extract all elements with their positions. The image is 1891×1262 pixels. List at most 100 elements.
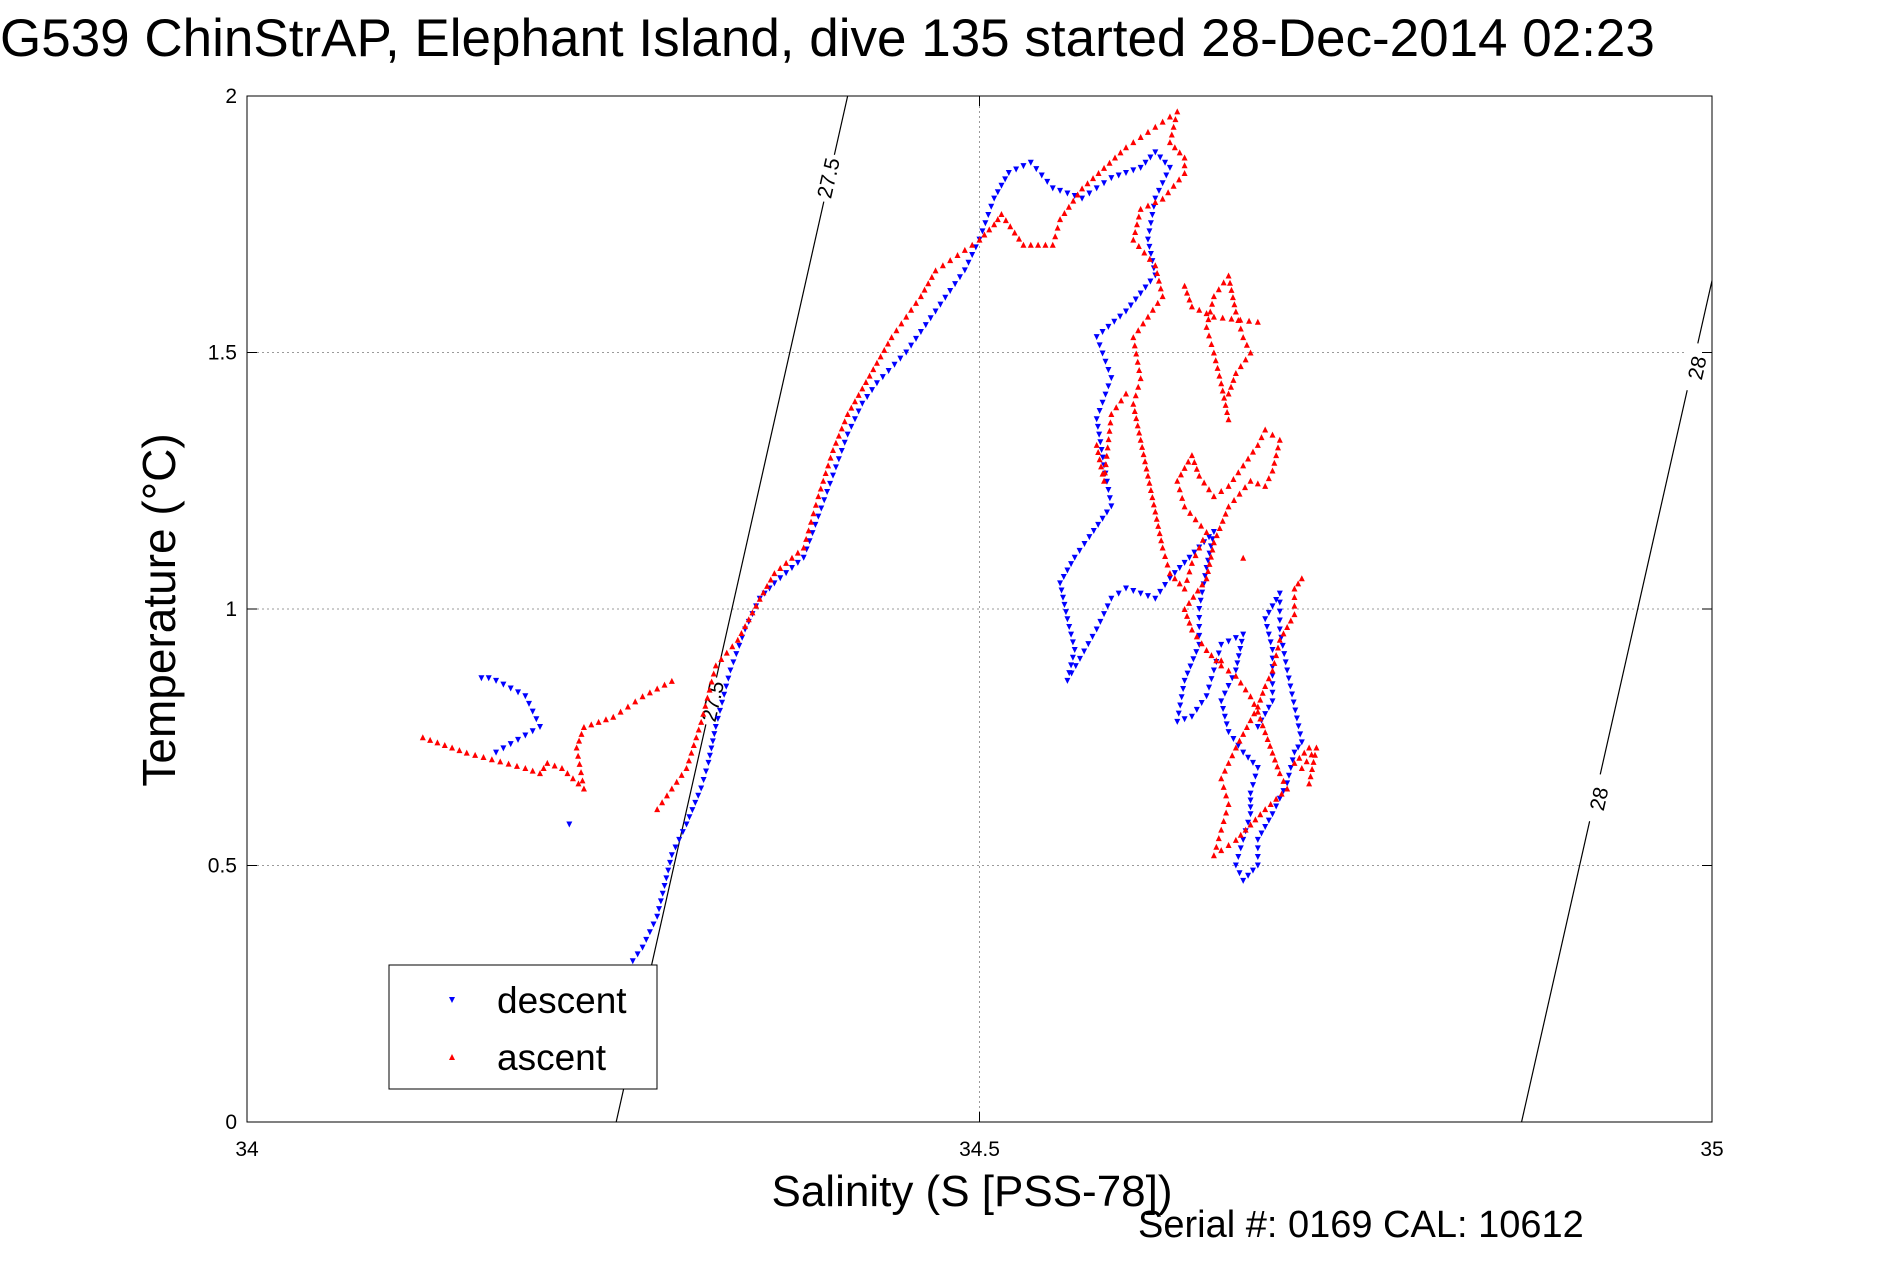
ascent-point: [1257, 811, 1264, 818]
ascent-point: [838, 425, 845, 432]
descent-point: [1061, 601, 1068, 608]
descent-point: [1095, 521, 1102, 528]
ascent-point: [1176, 580, 1183, 587]
ascent-point: [1192, 516, 1199, 523]
descent-point: [537, 723, 543, 730]
ascent-point: [1131, 342, 1138, 349]
x-tick-label: 34: [235, 1138, 259, 1161]
ascent-point: [1264, 735, 1271, 742]
ascent-point: [578, 730, 585, 737]
descent-point: [515, 689, 522, 696]
ascent-point: [1170, 182, 1177, 189]
ascent-point: [1237, 316, 1244, 323]
descent-point: [1079, 195, 1086, 202]
ascent-point: [855, 391, 862, 398]
descent-point: [1072, 663, 1079, 670]
ascent-point: [617, 708, 624, 715]
descent-point: [1262, 711, 1269, 718]
descent-point: [1180, 686, 1187, 693]
ascent-point: [870, 366, 877, 373]
descent-point: [656, 906, 663, 913]
ascent-point: [1199, 581, 1206, 588]
descent-point: [1269, 647, 1276, 654]
descent-point: [1245, 754, 1252, 761]
descent-point: [714, 715, 721, 722]
descent-point: [566, 821, 573, 828]
ascent-point: [1020, 241, 1027, 248]
descent-point: [1157, 588, 1164, 595]
descent-point: [1193, 706, 1200, 713]
ascent-point: [688, 749, 695, 756]
ascent-point: [881, 346, 888, 353]
ascent-point: [569, 775, 576, 782]
y-tick-label: 0: [225, 1111, 237, 1134]
legend-marker-descent: [449, 997, 455, 1003]
ascent-point: [908, 306, 915, 313]
descent-point: [727, 667, 734, 674]
ascent-point: [610, 713, 617, 720]
ascent-point: [668, 785, 675, 792]
descent-point: [1146, 243, 1153, 250]
ascent-point: [961, 246, 968, 253]
descent-point: [493, 677, 500, 684]
ascent-point: [1247, 477, 1254, 484]
ascent-point: [830, 446, 836, 453]
descent-point: [1249, 759, 1256, 766]
ascent-point: [718, 656, 725, 663]
descent-point: [1235, 853, 1242, 860]
ascent-point: [917, 293, 924, 300]
ascent-point: [1249, 448, 1256, 455]
descent-point: [1002, 176, 1009, 183]
descent-point: [1068, 631, 1075, 638]
descent-point: [1249, 867, 1256, 874]
ascent-point: [1227, 279, 1234, 286]
ascent-point: [1150, 501, 1157, 508]
ascent-point: [1245, 455, 1252, 462]
descent-point: [1196, 614, 1203, 621]
ascent-point: [1213, 657, 1220, 664]
ascent-point: [1237, 831, 1244, 838]
ascent-point: [1262, 426, 1269, 433]
descent-point: [646, 929, 653, 936]
descent-point: [1254, 723, 1261, 730]
ascent-point: [1254, 441, 1261, 448]
descent-point: [1276, 590, 1283, 597]
y-tick-label: 0.5: [208, 855, 237, 878]
ascent-point: [1265, 675, 1272, 682]
ascent-point: [1185, 458, 1192, 465]
descent-point: [1027, 159, 1034, 166]
ascent-point: [1165, 189, 1172, 196]
ascent-point: [1231, 301, 1238, 308]
descent-point: [1085, 641, 1092, 648]
descent-point: [1220, 706, 1227, 713]
ascent-point: [1101, 469, 1108, 476]
ascent-point: [1174, 108, 1181, 115]
descent-point: [1163, 172, 1170, 179]
descent-point: [812, 521, 819, 528]
descent-point: [815, 513, 822, 520]
ascent-point: [1130, 334, 1137, 341]
ascent-point: [1191, 458, 1198, 465]
ascent-point: [1054, 224, 1061, 231]
ascent-point: [472, 751, 479, 758]
ascent-point: [663, 792, 670, 799]
descent-point: [1174, 718, 1181, 725]
ascent-point: [1177, 471, 1184, 478]
descent-point: [1076, 547, 1083, 554]
descent-point: [1235, 742, 1242, 749]
ascent-point: [1198, 640, 1205, 647]
ascent-point: [1205, 316, 1212, 323]
y-tick-label: 1: [225, 598, 237, 621]
ascent-point: [1079, 185, 1086, 192]
descent-point: [725, 675, 732, 682]
ascent-point: [1188, 559, 1195, 566]
ascent-point: [1229, 752, 1236, 759]
ascent-point: [1218, 657, 1225, 664]
ascent-point: [1130, 139, 1137, 146]
ascent-point: [1257, 696, 1264, 703]
ascent-point: [986, 226, 993, 233]
ascent-point: [1154, 269, 1161, 276]
descent-point: [1198, 700, 1205, 707]
ascent-point: [1215, 835, 1222, 842]
descent-point: [1149, 212, 1156, 219]
